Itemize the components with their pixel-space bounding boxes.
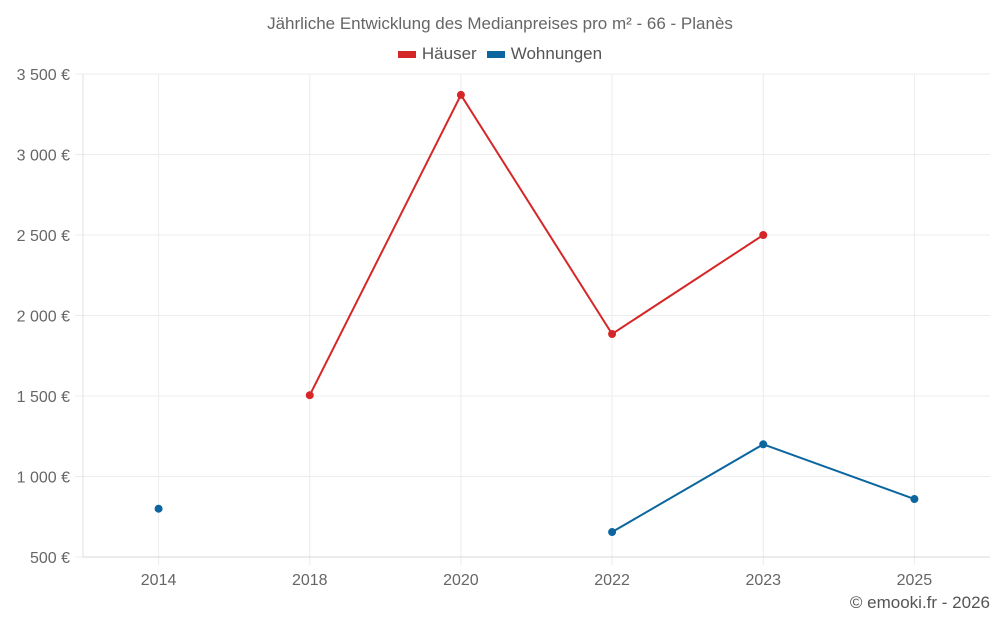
y-tick-label: 500 € (30, 550, 70, 567)
chart-title: Jährliche Entwicklung des Medianpreises … (267, 14, 733, 33)
x-tick-label: 2023 (745, 572, 781, 589)
data-point[interactable] (910, 495, 919, 504)
y-tick-label: 2 000 € (17, 309, 70, 326)
legend-item-haeuser[interactable]: Häuser (397, 44, 477, 64)
y-tick-label: 1 000 € (17, 470, 70, 487)
x-tick-label: 2022 (594, 572, 630, 589)
legend-item-wohnungen[interactable]: Wohnungen (486, 44, 603, 64)
x-tick-label: 2020 (443, 572, 479, 589)
x-tick-label: 2025 (897, 572, 933, 589)
data-point[interactable] (759, 440, 768, 449)
data-point[interactable] (759, 231, 768, 239)
legend-swatch-haeuser (397, 50, 416, 58)
series-wohnungen (154, 440, 919, 537)
x-tick-label: 2018 (292, 572, 328, 589)
series-line (308, 92, 764, 396)
y-tick-label: 3 000 € (17, 148, 70, 165)
x-tick-label: 2014 (141, 572, 177, 589)
y-tick-label: 3 500 € (17, 67, 70, 84)
data-point[interactable] (305, 391, 314, 400)
data-point[interactable] (456, 90, 465, 99)
legend-swatch-wohnungen (486, 50, 505, 58)
data-point[interactable] (154, 504, 163, 513)
credit-text: © emooki.fr - 2026 (849, 593, 990, 612)
legend-label-haeuser: Häuser (421, 44, 477, 63)
data-point[interactable] (608, 330, 617, 339)
data-point[interactable] (608, 528, 617, 537)
legend: Häuser Wohnungen (0, 44, 1000, 64)
y-tick-label: 2 500 € (17, 228, 70, 245)
legend-label-wohnungen: Wohnungen (510, 44, 603, 63)
series-haeuser (305, 90, 768, 400)
y-tick-label: 1 500 € (17, 389, 70, 406)
